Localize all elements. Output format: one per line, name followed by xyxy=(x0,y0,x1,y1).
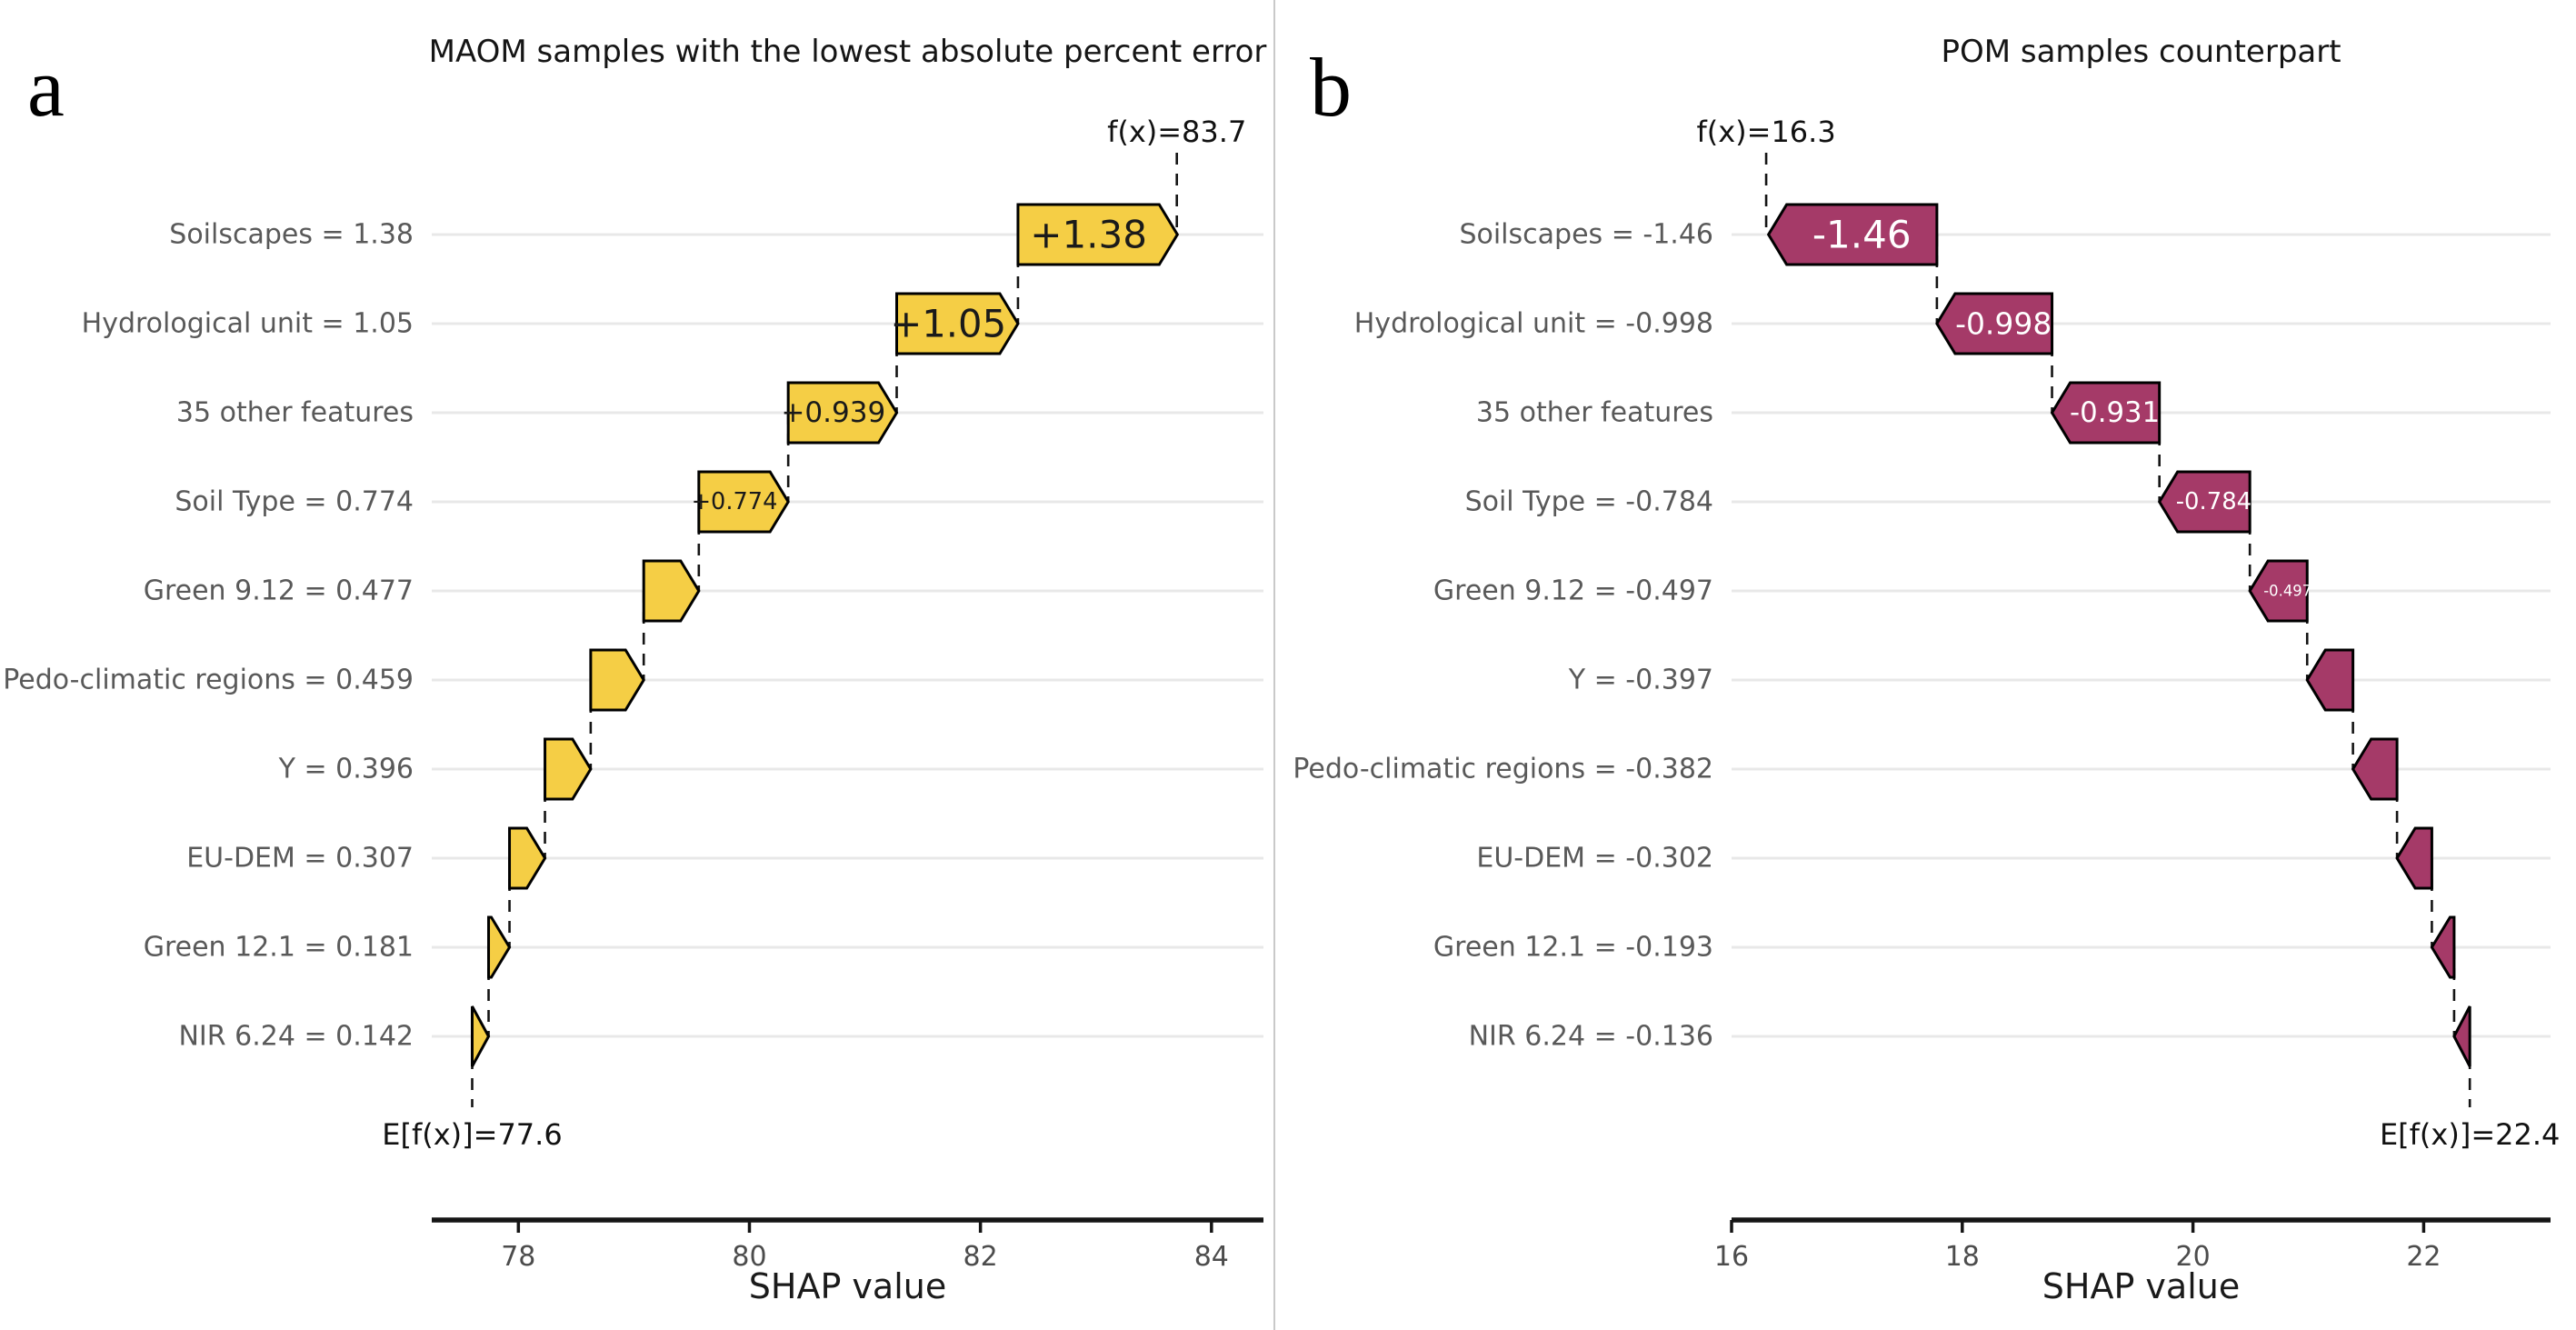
feature-label: Green 9.12 = -0.497 xyxy=(1433,575,1713,607)
shap-bar xyxy=(642,559,701,623)
x-tick-label: 82 xyxy=(964,1241,998,1273)
feature-label: Green 9.12 = 0.477 xyxy=(144,575,414,607)
feature-label: 35 other features xyxy=(176,397,414,429)
shap-bar xyxy=(544,737,593,801)
x-tick-label: 80 xyxy=(732,1241,766,1273)
shap-bar xyxy=(1766,203,1939,266)
shap-bar xyxy=(1016,203,1180,266)
shap-bar xyxy=(786,381,899,445)
shap-bar xyxy=(470,1005,491,1067)
bar-value-label: -0.931 xyxy=(2070,396,2160,429)
efx-label: E[f(x)]=77.6 xyxy=(382,1117,562,1152)
bar-value-label: +1.05 xyxy=(890,302,1006,346)
panel-title: MAOM samples with the lowest absolute pe… xyxy=(429,34,1267,70)
x-tick-label: 18 xyxy=(1945,1241,1980,1273)
panel-letter: b xyxy=(1310,41,1352,134)
shap-bar xyxy=(697,470,790,534)
x-tick-label: 16 xyxy=(1714,1241,1749,1273)
shap-bar xyxy=(2157,470,2252,534)
feature-label: Hydrological unit = 1.05 xyxy=(82,308,414,340)
panel-letter: a xyxy=(27,41,65,134)
x-tick-label: 84 xyxy=(1194,1241,1229,1273)
axes-layer: 78 80 82 84 SHAP value 16 18 20 22 SHAP value xyxy=(432,0,2551,1330)
bar-value-label: -0.998 xyxy=(1955,306,2052,342)
bar-value-label: +0.939 xyxy=(781,396,885,429)
feature-label: Y = -0.397 xyxy=(1568,665,1713,696)
gridlines-layer xyxy=(432,233,2551,1038)
x-tick-label: 78 xyxy=(501,1241,535,1273)
bar-value-label: +0.774 xyxy=(692,488,778,515)
shap-bar xyxy=(2430,915,2456,979)
feature-label: Hydrological unit = -0.998 xyxy=(1354,308,1713,340)
bar-value-label: -0.497 xyxy=(2263,583,2311,600)
shap-bar xyxy=(487,915,512,979)
shap-bar xyxy=(2248,559,2309,623)
shap-bar xyxy=(2050,381,2162,445)
fx-label: f(x)=16.3 xyxy=(1696,115,1835,149)
feature-label: EU-DEM = -0.302 xyxy=(1476,843,1713,875)
efx-label: E[f(x)]=22.4 xyxy=(2380,1117,2560,1152)
feature-label: Green 12.1 = -0.193 xyxy=(1433,932,1713,964)
feature-label: Y = 0.396 xyxy=(278,754,414,785)
feature-label: Pedo-climatic regions = -0.382 xyxy=(1293,754,1713,785)
text-layer: +1.38 Soilscapes = 1.38 +1.05 Hydrological … xyxy=(3,34,2560,1152)
feature-label: Soil Type = -0.784 xyxy=(1465,486,1713,518)
feature-label: NIR 6.24 = 0.142 xyxy=(178,1021,414,1053)
feature-label: EU-DEM = 0.307 xyxy=(186,843,414,875)
panel-title: POM samples counterpart xyxy=(1941,34,2341,70)
feature-label: Soilscapes = -1.46 xyxy=(1459,219,1713,251)
feature-label: NIR 6.24 = -0.136 xyxy=(1469,1021,1713,1053)
shap-bar xyxy=(895,292,1020,355)
feature-label: Pedo-climatic regions = 0.459 xyxy=(3,665,414,696)
shap-bar xyxy=(1935,292,2054,355)
shap-bar xyxy=(2305,648,2355,712)
bar-value-label: +1.38 xyxy=(1030,213,1147,257)
connectors-layer xyxy=(471,153,2471,1107)
bars-layer xyxy=(470,203,2471,1067)
feature-label: Green 12.1 = 0.181 xyxy=(144,932,414,964)
shap-bar xyxy=(508,826,547,890)
feature-label: Soil Type = 0.774 xyxy=(175,486,414,518)
x-axis-title: SHAP value xyxy=(2042,1266,2240,1306)
x-tick-label: 22 xyxy=(2406,1241,2441,1273)
fx-label: f(x)=83.7 xyxy=(1107,115,1246,149)
bar-value-label: -1.46 xyxy=(1812,213,1912,257)
shap-bar xyxy=(2351,737,2399,801)
feature-label: 35 other features xyxy=(1476,397,1713,429)
shap-bar xyxy=(589,648,645,712)
x-tick-label: 20 xyxy=(2176,1241,2211,1273)
shap-bar xyxy=(2452,1005,2471,1067)
shap-bar xyxy=(2395,826,2433,890)
x-axis-title: SHAP value xyxy=(749,1266,946,1306)
bar-value-label: -0.784 xyxy=(2176,488,2252,515)
feature-label: Soilscapes = 1.38 xyxy=(169,219,414,251)
